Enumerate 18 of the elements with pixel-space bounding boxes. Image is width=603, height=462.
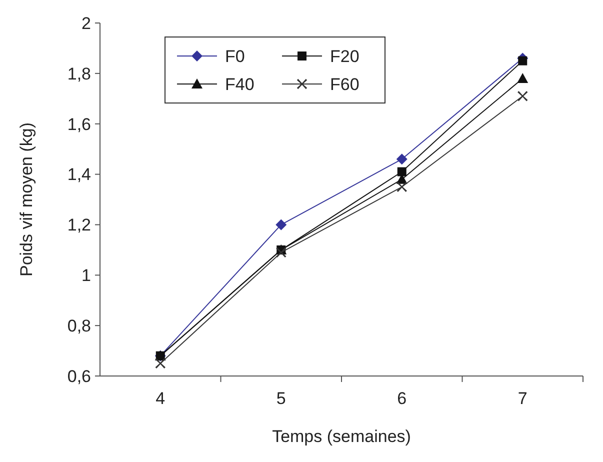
y-tick-label: 0,6 xyxy=(67,366,91,386)
legend-label: F40 xyxy=(225,75,254,94)
y-tick-label: 2 xyxy=(82,14,91,33)
y-axis-title: Poids vif moyen (kg) xyxy=(17,122,36,276)
x-tick-label: 7 xyxy=(518,389,528,408)
y-tick-label: 1,4 xyxy=(67,165,91,184)
x-tick-label: 4 xyxy=(156,389,166,408)
y-tick-label: 1,8 xyxy=(67,64,91,84)
legend-label: F20 xyxy=(330,47,360,66)
y-tick-label: 1 xyxy=(82,266,91,286)
x-tick-label: 5 xyxy=(276,389,286,408)
y-tick-label: 1,2 xyxy=(67,216,91,235)
legend-label: F60 xyxy=(330,75,360,94)
x-tick-label: 6 xyxy=(397,389,407,408)
y-tick-label: 1,6 xyxy=(67,114,91,134)
x-axis-title: Temps (semaines) xyxy=(272,427,411,446)
y-tick-label: 0,8 xyxy=(67,316,91,336)
legend-label: F0 xyxy=(225,47,245,66)
